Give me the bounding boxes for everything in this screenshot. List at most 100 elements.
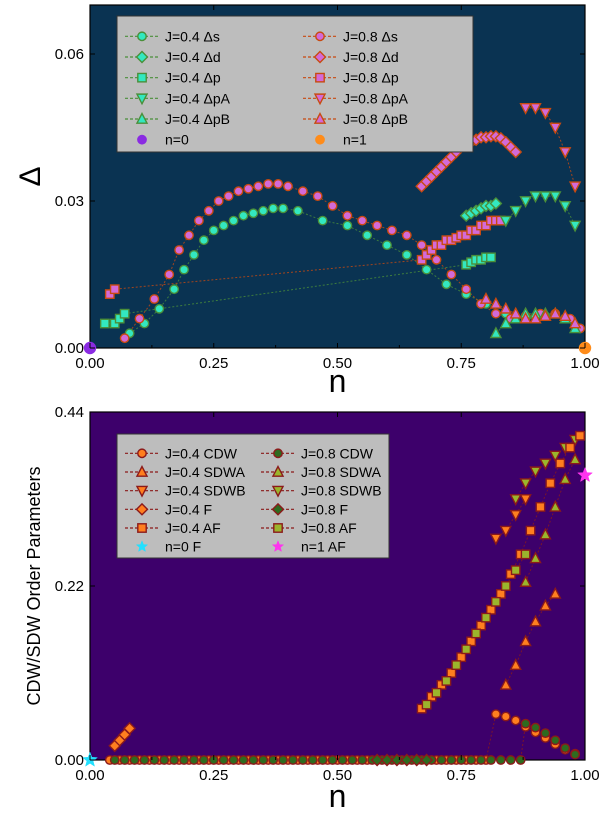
legend-marker (315, 72, 325, 83)
y-axis-label: Δ (14, 166, 47, 186)
y-axis-label: CDW/SDW Order Parameters (24, 466, 44, 705)
legend-marker (135, 93, 149, 106)
data-point (441, 279, 452, 290)
data-point (109, 318, 120, 329)
y-tick-label: 0.03 (55, 193, 84, 210)
data-point (568, 452, 582, 465)
data-point (539, 598, 552, 611)
legend-label: J=0.4 ΔpB (165, 111, 230, 127)
data-point (559, 200, 572, 213)
data-point (539, 458, 552, 471)
data-point (149, 294, 160, 304)
data-point (258, 205, 269, 216)
data-point (164, 269, 175, 280)
legend-marker (315, 31, 325, 42)
data-point (109, 755, 120, 765)
data-point (481, 612, 491, 623)
legend-marker (137, 31, 147, 42)
legend-box (116, 15, 474, 153)
x-tick-label: 0.50 (323, 355, 352, 372)
data-point (490, 709, 501, 720)
legend-label: n=1 (343, 132, 367, 148)
data-point (510, 715, 521, 726)
data-point (550, 735, 561, 746)
legend-label: J=0.8 ΔpB (343, 111, 408, 127)
data-point (489, 197, 503, 210)
data-point (431, 254, 442, 265)
data-point (529, 102, 542, 115)
data-point (519, 634, 532, 647)
legend-marker (271, 502, 285, 516)
legend-label: J=0.4 Δp (165, 70, 221, 86)
data-point (431, 687, 442, 698)
data-point (466, 755, 477, 765)
data-point (342, 220, 353, 231)
data-point (436, 755, 447, 765)
data-point (400, 753, 414, 767)
data-point (307, 755, 318, 765)
data-point (198, 235, 209, 246)
data-point (446, 269, 457, 280)
y-tick-label: 0.00 (55, 340, 84, 357)
data-point (479, 292, 493, 304)
data-point (154, 303, 165, 314)
data-point (519, 102, 532, 115)
legend-marker (135, 485, 149, 498)
data-point (539, 191, 552, 204)
data-point (253, 181, 264, 192)
legend-marker (137, 134, 147, 145)
data-point (174, 245, 185, 255)
data-point (476, 755, 486, 765)
data-point (238, 755, 249, 765)
legend-marker (271, 465, 285, 477)
panel-1: 0.00 0.25 0.50 0.75 1.00 0.00 0.03 0.06 n Δ J=0.4 … (14, 4, 600, 399)
data-point (238, 210, 249, 221)
data-point (549, 586, 562, 599)
data-point (489, 533, 503, 546)
data-point (466, 636, 477, 647)
data-point (577, 466, 593, 483)
y-tick-label: 0.44 (55, 404, 84, 421)
data-point (499, 301, 512, 314)
legend-marker (273, 523, 283, 533)
data-point (529, 466, 542, 479)
legend-label: J=0.8 Δs (343, 28, 398, 44)
data-point (568, 220, 582, 233)
data-point (347, 755, 358, 765)
data-point (456, 652, 467, 663)
data-point (461, 644, 472, 655)
data-point (539, 527, 552, 540)
data-point (297, 755, 308, 765)
data-point (565, 442, 576, 453)
data-point (189, 249, 199, 260)
data-point (208, 225, 219, 236)
data-point (421, 699, 432, 710)
legend-marker (137, 72, 147, 83)
y-tick-label: 0.06 (55, 46, 84, 63)
data-point (529, 191, 542, 204)
data-point (416, 240, 427, 251)
data-point (499, 215, 512, 228)
data-point (387, 225, 397, 236)
x-axis-label: n (329, 778, 347, 814)
data-point (198, 755, 209, 765)
data-point (491, 596, 501, 607)
y-tick-label: 0.00 (55, 752, 84, 769)
legend-label: J=0.8 ΔpA (343, 90, 409, 106)
data-point (500, 711, 511, 722)
data-point (529, 614, 542, 627)
data-point (169, 284, 180, 295)
data-point (248, 755, 259, 765)
data-point (509, 494, 522, 506)
data-point (451, 660, 462, 670)
legend: J=0.4 CDW J=0.8 CDW J=0.4 SDWA J=0.8 SDWA J=… (116, 433, 390, 559)
data-point (559, 147, 572, 159)
legend-marker (315, 134, 325, 145)
legend-marker (313, 50, 327, 64)
data-point (317, 215, 328, 226)
data-point (486, 755, 496, 765)
data-point (471, 628, 481, 639)
x-tick-label: 1.00 (570, 355, 599, 372)
data-point (119, 333, 130, 344)
data-point (549, 306, 562, 319)
